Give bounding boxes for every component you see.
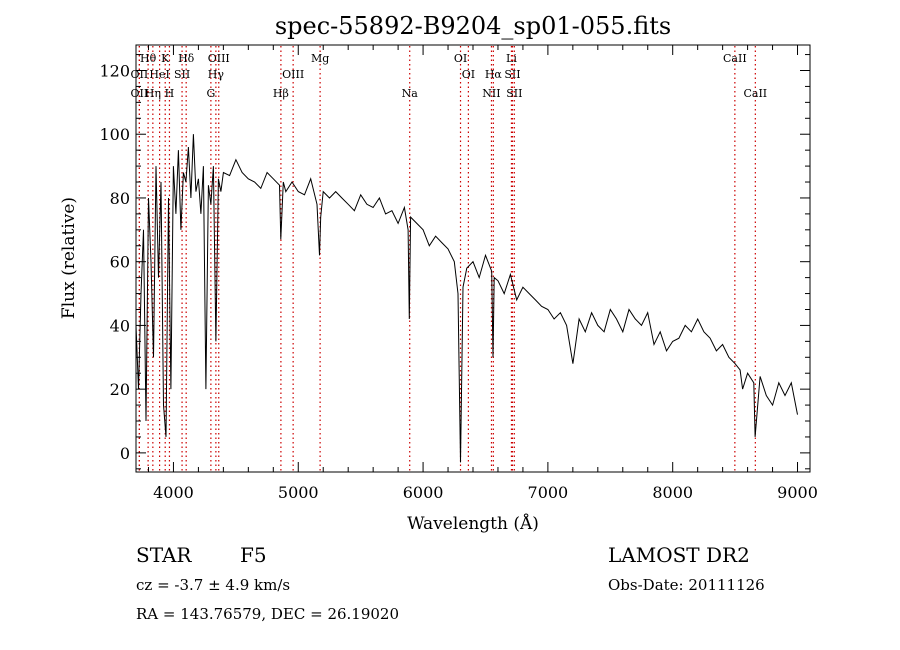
line-marker-label: Na <box>402 87 419 100</box>
y-tick-label: 40 <box>110 316 130 335</box>
line-marker-label: OII <box>131 87 149 100</box>
line-marker-label: OI <box>454 52 467 65</box>
class-label: STAR <box>136 543 192 567</box>
line-marker-label: SII <box>174 68 190 81</box>
line-marker-label: Hβ <box>273 87 289 100</box>
coordinates-text: RA = 143.76579, DEC = 26.19020 <box>136 605 399 623</box>
redshift-text: cz = -3.7 ± 4.9 km/s <box>136 576 290 594</box>
survey-label: LAMOST DR2 <box>608 543 750 567</box>
line-marker-label: G <box>206 87 215 100</box>
line-marker-label: SII <box>504 68 520 81</box>
line-marker-label: HeI <box>149 68 169 81</box>
y-tick-label: 100 <box>99 125 130 144</box>
line-marker-label: Hη <box>145 87 161 100</box>
spectrum-series-line <box>135 134 798 463</box>
x-tick-label: 7000 <box>528 483 569 502</box>
y-axis-label: Flux (relative) <box>59 197 79 319</box>
x-tick-label: 4000 <box>153 483 194 502</box>
y-tick-label: 20 <box>110 380 130 399</box>
line-marker-label: OIII <box>208 52 230 65</box>
chart-title: spec-55892-B9204_sp01-055.fits <box>275 12 671 40</box>
plot-frame <box>135 44 811 473</box>
line-marker-label: OI <box>462 68 475 81</box>
y-tick-label: 120 <box>99 61 130 80</box>
line-marker-label: Li <box>506 52 517 65</box>
y-tick-label: 60 <box>110 253 130 272</box>
x-tick-label: 9000 <box>777 483 818 502</box>
line-marker-label: Hδ <box>178 52 195 65</box>
line-marker-label: Mg <box>311 52 329 65</box>
x-tick-label: 8000 <box>652 483 693 502</box>
x-axis-label: Wavelength (Å) <box>407 513 539 534</box>
line-marker-label: K <box>161 52 170 65</box>
axis-ticks: 4000 5000 6000 7000 8000 9000 0 20 40 60 80 100 120 <box>99 45 818 502</box>
line-marker-label: CaII <box>743 87 767 100</box>
line-marker-label: NII <box>482 87 500 100</box>
line-marker-label: CaII <box>723 52 747 65</box>
line-marker-label: Hγ <box>208 68 225 81</box>
x-tick-label: 5000 <box>278 483 319 502</box>
y-tick-label: 0 <box>120 444 130 463</box>
line-marker-label: Hα <box>485 68 503 81</box>
y-tick-label: 80 <box>110 189 130 208</box>
line-marker-label: H <box>165 87 175 100</box>
x-tick-label: 6000 <box>403 483 444 502</box>
subclass-label: F5 <box>240 543 267 567</box>
line-marker-label: Hθ <box>140 52 157 65</box>
line-marker-label: SII <box>506 87 522 100</box>
info-panel: STAR F5 LAMOST DR2 cz = -3.7 ± 4.9 km/s … <box>136 543 765 623</box>
line-marker-label: OIII <box>282 68 304 81</box>
obs-date-text: Obs-Date: 20111126 <box>608 576 765 594</box>
